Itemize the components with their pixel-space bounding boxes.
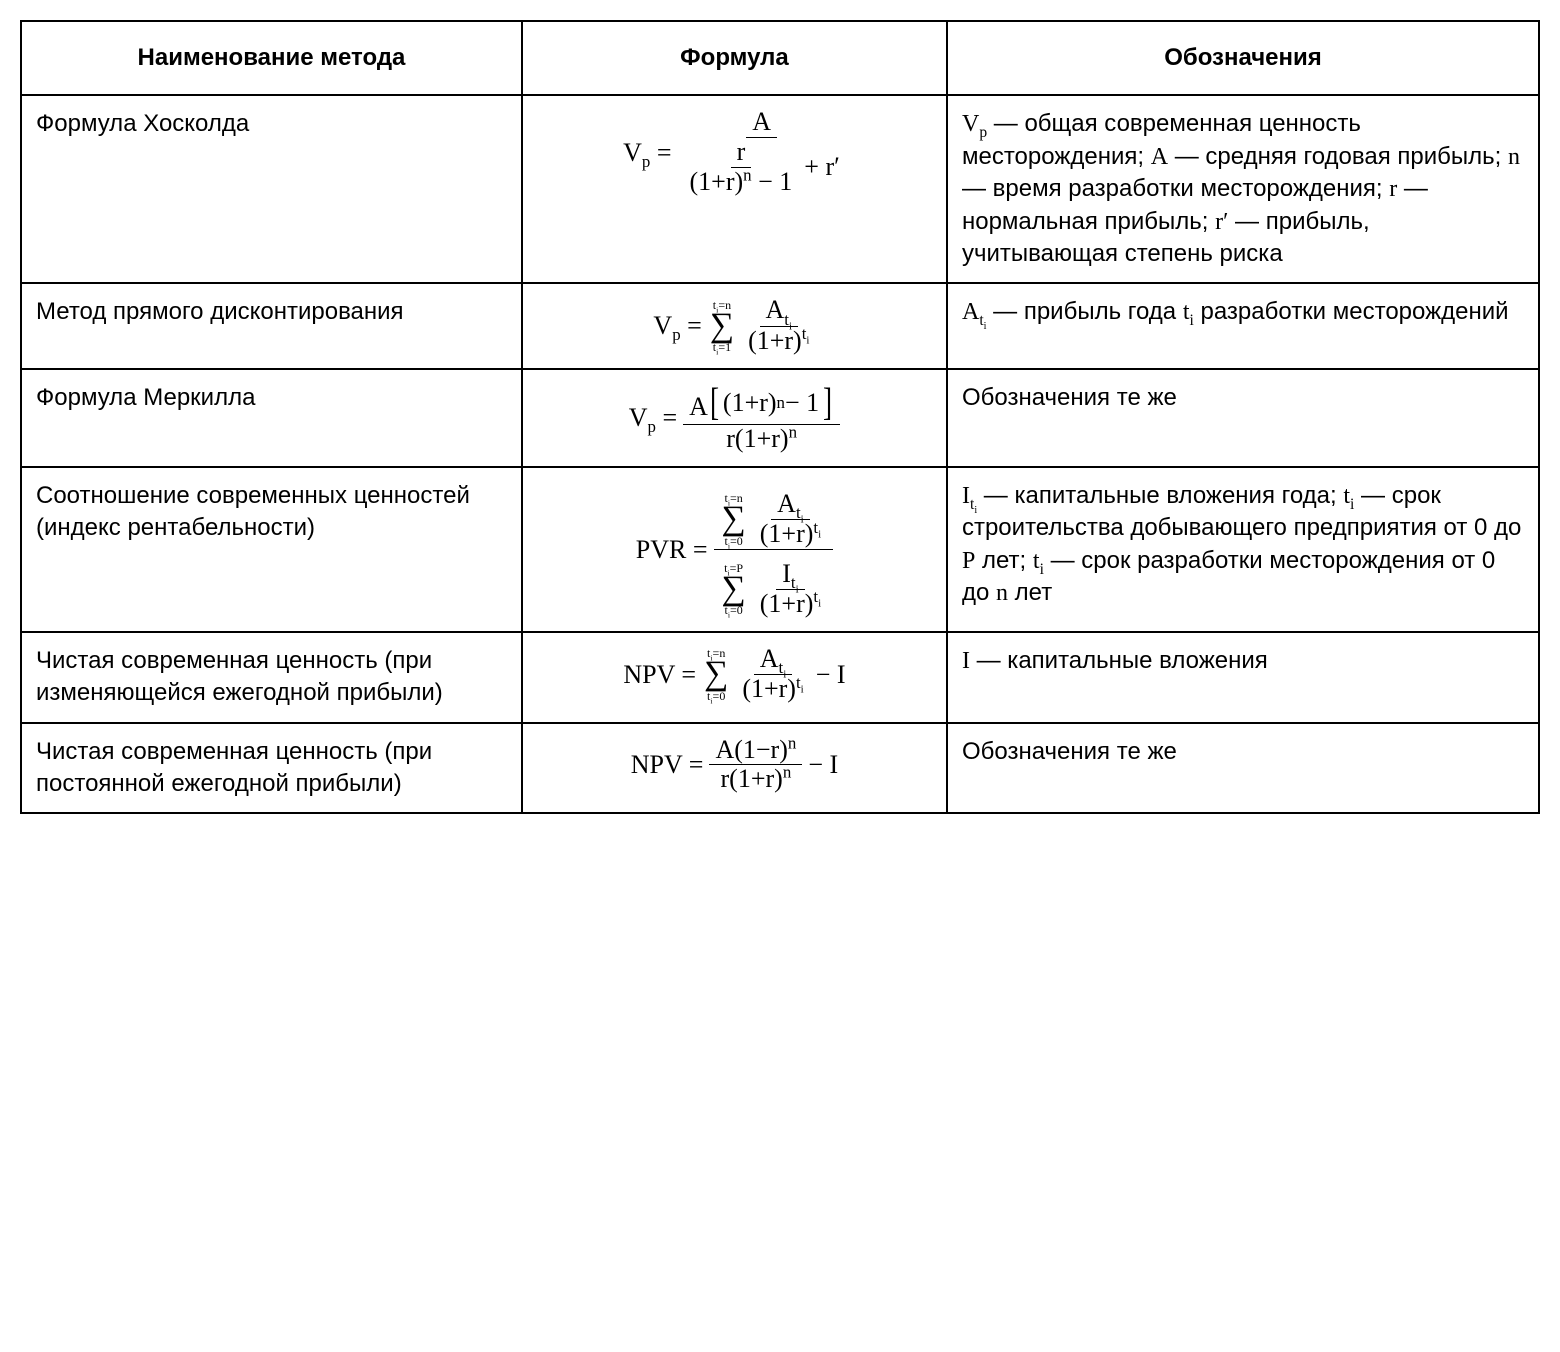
formula-merkill: Vp = A(1+r)n − 1 r(1+r)n (629, 382, 840, 454)
description-cell: Обозначения те же (947, 369, 1539, 467)
table-header-row: Наименование метода Формула Обозначения (21, 21, 1539, 95)
table-row: Метод прямого дисконтирования Vp = ti=n … (21, 283, 1539, 368)
formula-cell: Vp = ti=n ∑ ti=1 Ati (1+r)ti (522, 283, 947, 368)
table-row: Соотношение современных ценностей (индек… (21, 467, 1539, 632)
method-name: Чистая современная ценность (при изменяю… (21, 632, 522, 723)
formula-cell: Vp = A(1+r)n − 1 r(1+r)n (522, 369, 947, 467)
table-row: Чистая современная ценность (при постоян… (21, 723, 1539, 814)
formula-npv-var: NPV = ti=n ∑ ti=0 Ati (1+r)ti − I (623, 645, 845, 704)
method-name: Метод прямого дисконтирования (21, 283, 522, 368)
method-name: Формула Хосколда (21, 95, 522, 283)
col-header-desc: Обозначения (947, 21, 1539, 95)
formula-hoskold: Vp = A r (1+r)n − 1 + r′ (623, 108, 846, 196)
description-cell: Iti — капитальные вложения года; ti — ср… (947, 467, 1539, 632)
formula-npv-const: NPV = A(1−r)n r(1+r)n − I (631, 736, 838, 794)
method-name: Соотношение современных ценностей (индек… (21, 467, 522, 632)
col-header-formula: Формула (522, 21, 947, 95)
description-cell: Ati — прибыль года ti разработки месторо… (947, 283, 1539, 368)
methods-table: Наименование метода Формула Обозначения … (20, 20, 1540, 814)
description-cell: Vp — общая современная ценность месторож… (947, 95, 1539, 283)
formula-direct-discount: Vp = ti=n ∑ ti=1 Ati (1+r)ti (653, 296, 815, 355)
description-cell: Обозначения те же (947, 723, 1539, 814)
table-row: Чистая современная ценность (при изменяю… (21, 632, 1539, 723)
formula-cell: PVR = ti=n ∑ ti=0 Ati (522, 467, 947, 632)
formula-cell: Vp = A r (1+r)n − 1 + r′ (522, 95, 947, 283)
method-name: Формула Меркилла (21, 369, 522, 467)
formula-cell: NPV = A(1−r)n r(1+r)n − I (522, 723, 947, 814)
formula-cell: NPV = ti=n ∑ ti=0 Ati (1+r)ti − I (522, 632, 947, 723)
col-header-method: Наименование метода (21, 21, 522, 95)
formula-pvr: PVR = ti=n ∑ ti=0 Ati (636, 480, 833, 619)
table-row: Формула Хосколда Vp = A r (1+r)n − 1 (21, 95, 1539, 283)
method-name: Чистая современная ценность (при постоян… (21, 723, 522, 814)
table-row: Формула Меркилла Vp = A(1+r)n − 1 r(1+r)… (21, 369, 1539, 467)
description-cell: I — капитальные вложения (947, 632, 1539, 723)
